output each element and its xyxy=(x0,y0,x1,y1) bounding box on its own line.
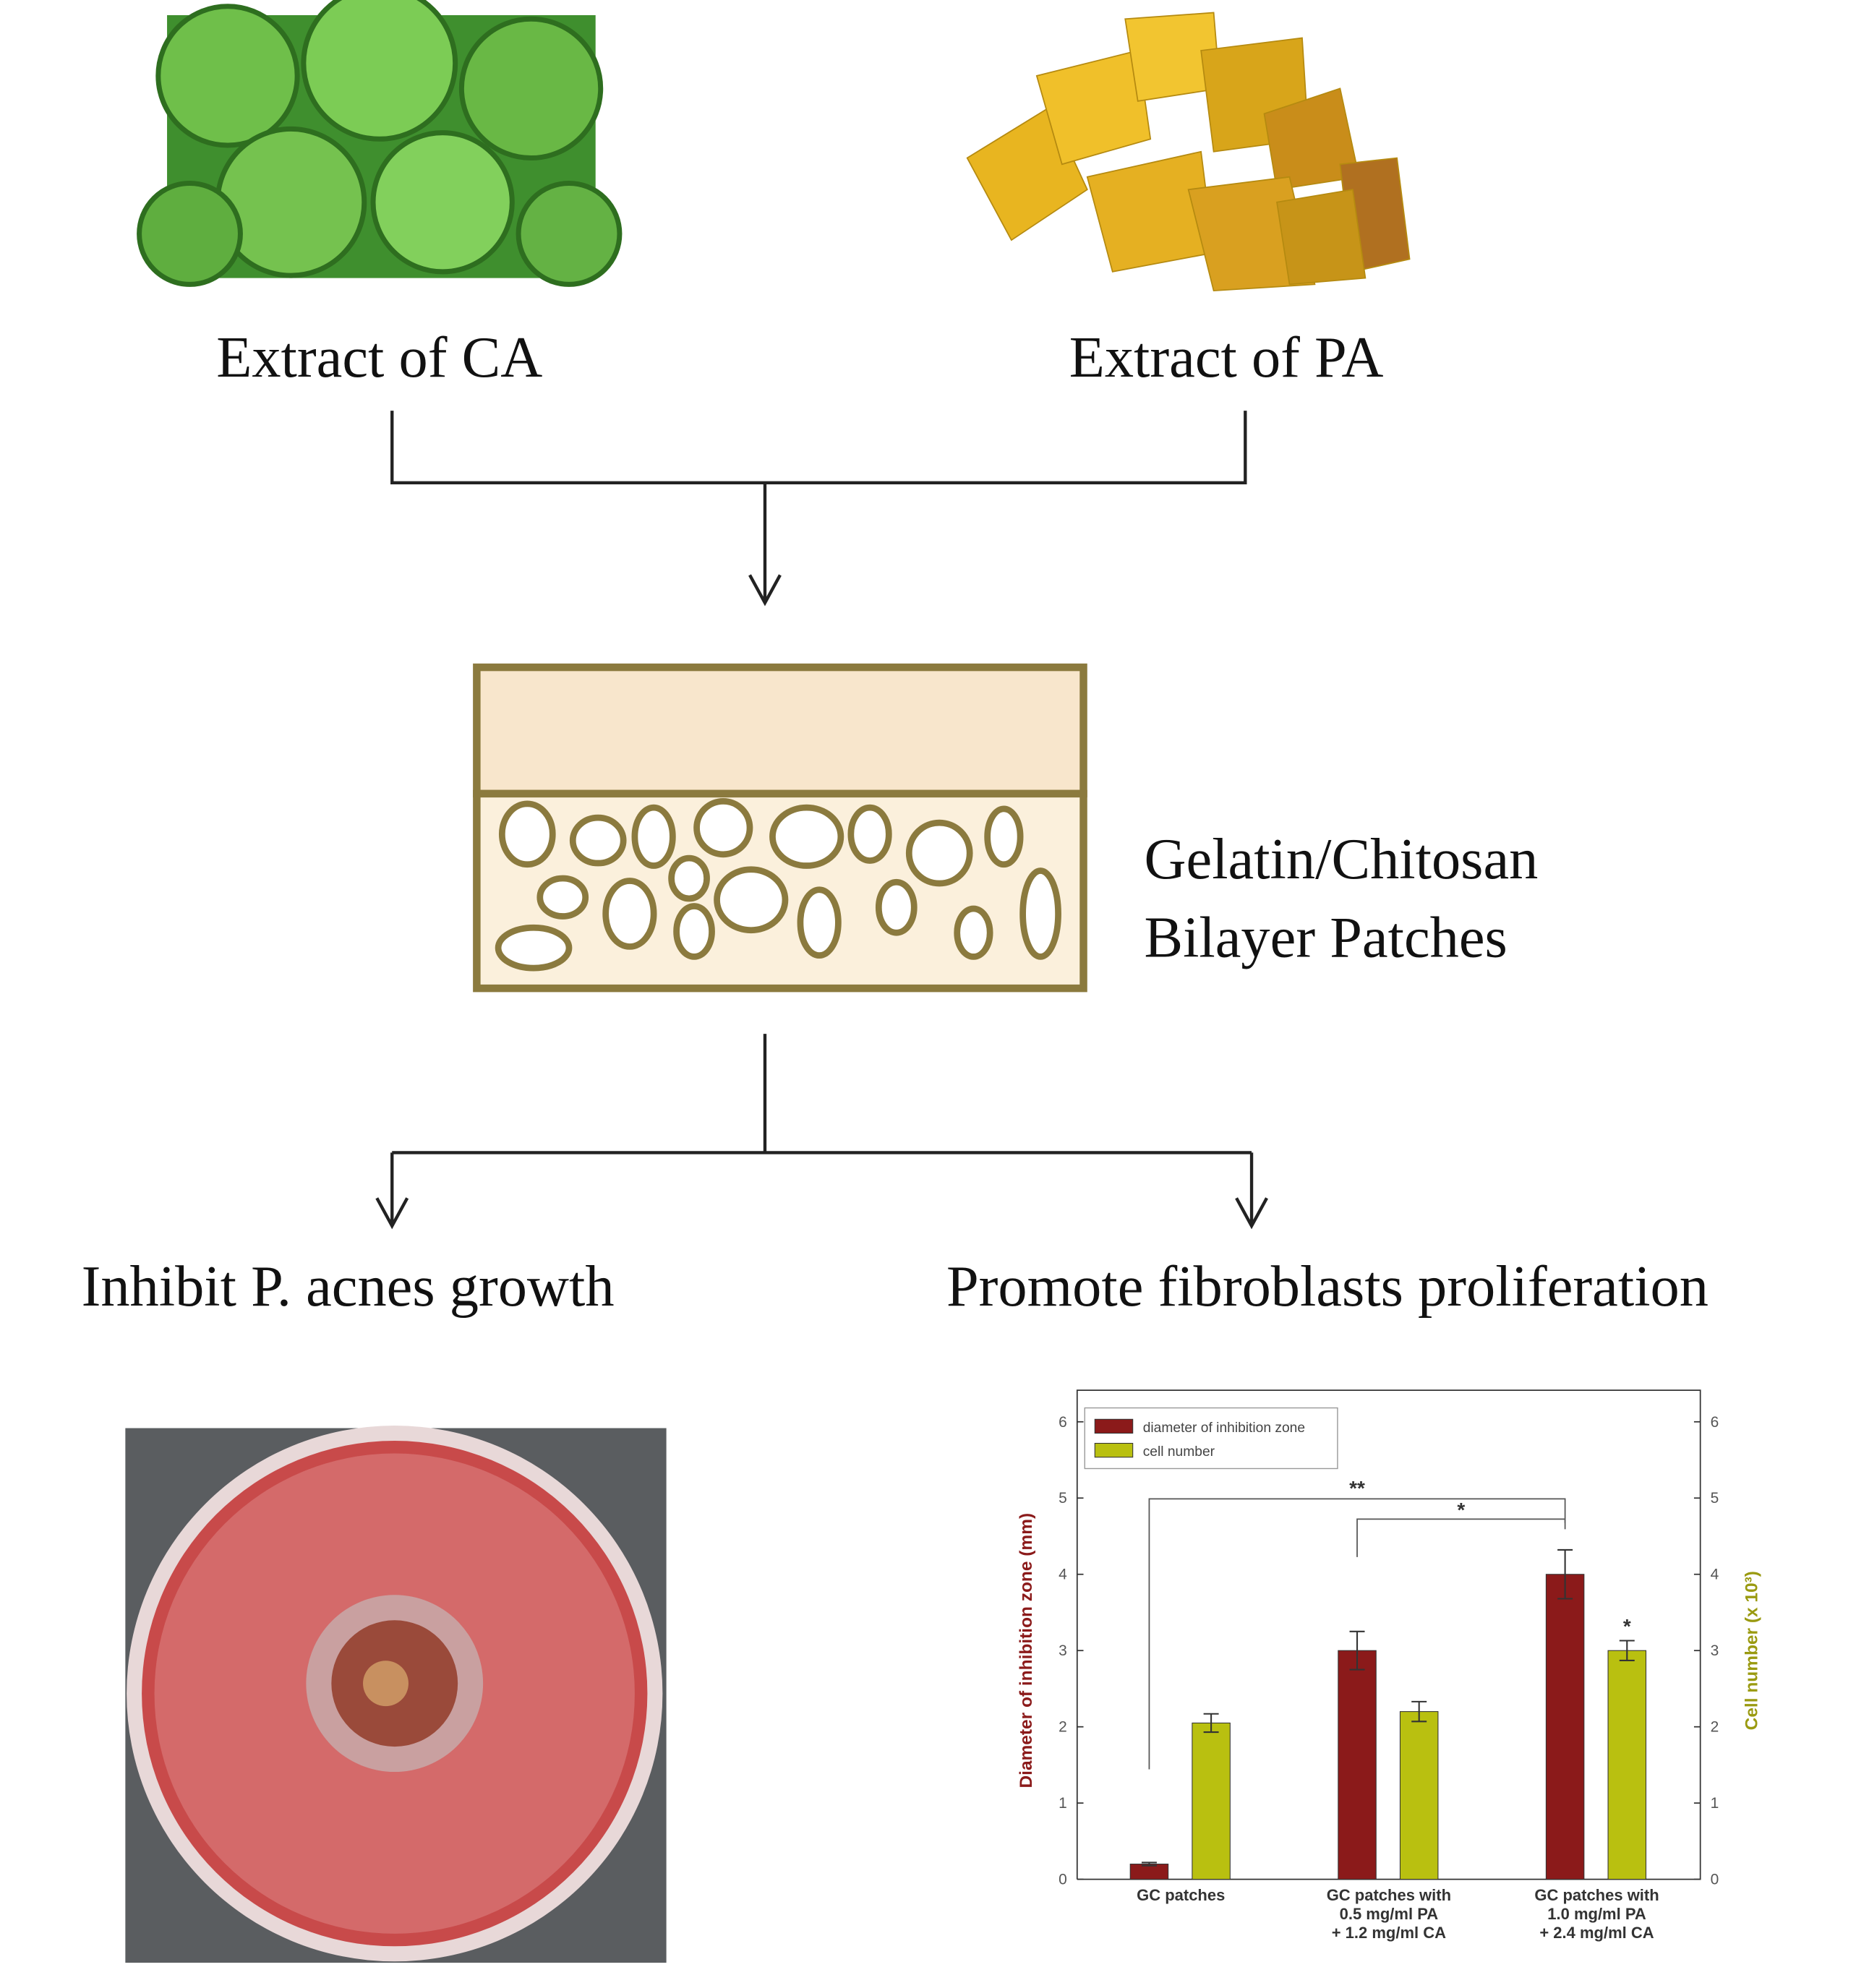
x-tick-label: GC patches with 1.0 mg/ml PA + 2.4 mg/ml… xyxy=(1534,1885,1659,1942)
error-bar xyxy=(1203,1713,1219,1734)
y-tick-label: 5 xyxy=(1059,1490,1067,1507)
bar xyxy=(1338,1650,1377,1880)
bar xyxy=(1192,1722,1231,1880)
legend-label: cell number xyxy=(1143,1444,1215,1460)
y2-tick-label: 1 xyxy=(1711,1795,1719,1812)
error-bar xyxy=(1619,1640,1635,1661)
ca-photo xyxy=(137,0,623,287)
x-tick-label: GC patches xyxy=(1137,1885,1226,1904)
y-tick-label: 6 xyxy=(1059,1414,1067,1431)
outcome-label: Promote fibroblasts proliferation xyxy=(946,1254,1709,1319)
error-bar xyxy=(1411,1700,1427,1723)
y-tick-label: 1 xyxy=(1059,1795,1067,1812)
patch-label: Bilayer Patches xyxy=(1144,905,1507,969)
annotation: * xyxy=(1457,1499,1465,1521)
bar xyxy=(1129,1864,1169,1880)
legend-swatch xyxy=(1094,1418,1134,1434)
patch-label: Gelatin/Chitosan xyxy=(1144,827,1538,891)
significance-bracket xyxy=(1356,1518,1566,1557)
outcome-label: Inhibit P. acnes growth xyxy=(82,1254,615,1319)
connector xyxy=(375,411,1268,1230)
x-tick-label: GC patches with 0.5 mg/ml PA + 1.2 mg/ml… xyxy=(1326,1885,1452,1942)
significance-bracket xyxy=(1148,1498,1566,1770)
legend-swatch xyxy=(1094,1442,1134,1458)
y2-tick-label: 3 xyxy=(1711,1642,1719,1659)
error-bar xyxy=(1349,1630,1365,1671)
annotation: ** xyxy=(1349,1477,1365,1499)
y2-tick-label: 0 xyxy=(1711,1872,1719,1888)
y-tick-label: 2 xyxy=(1059,1719,1067,1736)
y-tick-label: 0 xyxy=(1059,1872,1067,1888)
y2-tick-label: 2 xyxy=(1711,1719,1719,1736)
source-label: Extract of CA xyxy=(216,325,542,390)
bar xyxy=(1607,1650,1647,1880)
source-label: Extract of PA xyxy=(1069,325,1384,390)
bar xyxy=(1399,1711,1439,1880)
petri-photo xyxy=(125,1426,667,1963)
legend-box xyxy=(1084,1407,1338,1470)
error-bar xyxy=(1557,1548,1573,1600)
bar xyxy=(1545,1574,1585,1880)
y2-tick-label: 4 xyxy=(1711,1567,1719,1583)
error-bar xyxy=(1141,1861,1157,1867)
patch xyxy=(473,663,1087,993)
y2-tick-label: 5 xyxy=(1711,1490,1719,1507)
y2-tick-label: 6 xyxy=(1711,1414,1719,1431)
pa-photo xyxy=(966,12,1411,292)
y-axis-label: Diameter of inhibition zone (mm) xyxy=(1017,1513,1036,1788)
axis-frame xyxy=(1076,1389,1701,1880)
annotation: * xyxy=(1623,1615,1631,1637)
chart: 0 1 2 3 4 5 6 0 1 2 3 4 5 6 Diameter of inhibition zon… xyxy=(1017,1389,1761,1888)
legend-label: diameter of inhibition zone xyxy=(1143,1421,1305,1436)
y-tick-label: 4 xyxy=(1059,1567,1067,1583)
y2-axis-label: Cell number (x 10³) xyxy=(1742,1571,1761,1730)
y-tick-label: 3 xyxy=(1059,1642,1067,1659)
